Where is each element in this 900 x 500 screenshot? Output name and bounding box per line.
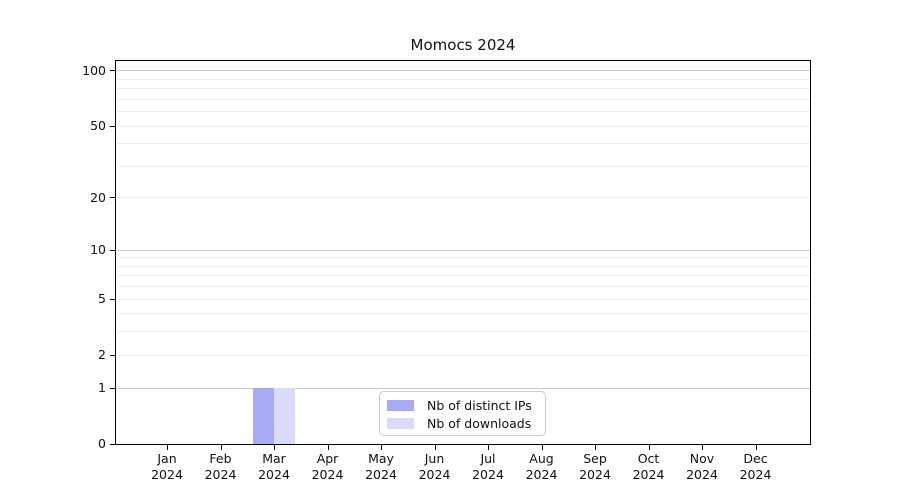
x-tick-label-year: 2024 [258,467,290,482]
x-tick-label-year: 2024 [311,467,344,482]
x-tick-mark [274,445,275,450]
y-tick-label: 5 [98,291,106,307]
x-tick-label: Nov 2024 [670,451,734,483]
x-tick-label: Aug 2024 [510,451,574,483]
gridline-minor [116,286,810,288]
gridline-minor [116,331,810,333]
legend-label-distinct-ips: Nb of distinct IPs [427,397,532,413]
legend-swatch-distinct-ips [387,399,414,411]
x-tick-label-year: 2024 [686,467,718,482]
x-tick-label-year: 2024 [204,467,237,482]
chart-title: Momocs 2024 [410,36,516,54]
y-tick-label: 1 [98,380,106,395]
x-tick-label-year: 2024 [525,467,558,482]
x-tick-label-year: 2024 [418,467,451,482]
y-tick-label: 0 [98,436,106,451]
x-tick-label-month: Oct [637,451,660,466]
y-tick-label: 20 [90,189,106,205]
y-tick-label: 10 [90,242,106,258]
gridline-major [116,387,810,389]
x-tick-label-month: Dec [743,451,768,466]
y-tick-mark [110,70,115,72]
x-tick-mark [220,445,222,450]
x-tick-label-month: Mar [262,451,286,466]
gridline-minor [116,275,810,277]
y-tick-mark [110,387,115,389]
x-tick-label: May 2024 [349,451,413,483]
y-tick-label: 2 [98,347,106,363]
x-tick-label: Jan 2024 [135,451,199,483]
legend-swatch-downloads [387,417,414,429]
x-tick-label: Dec 2024 [724,451,788,483]
gridline-minor [116,354,810,356]
x-tick-mark [702,445,703,450]
y-tick-label: 50 [90,118,106,134]
x-tick-label-month: Jul [480,451,496,466]
x-tick-mark [381,445,382,450]
x-tick-label-year: 2024 [365,467,397,482]
plot-area: Nb of distinct IPs Nb of downloads [115,60,811,445]
gridline-minor [116,88,810,90]
x-tick-label-month: Aug [529,451,554,466]
gridline-minor [116,78,810,80]
gridline-minor [116,98,810,100]
x-tick-mark [755,445,757,450]
x-tick-label-month: Nov [689,451,715,466]
x-tick-label-year: 2024 [632,467,665,482]
x-tick-label: Apr 2024 [296,451,360,483]
gridline-minor [116,265,810,267]
x-tick-label: Jun 2024 [403,451,467,483]
bar-distinct-ips [253,387,274,444]
gridline-major [116,70,810,72]
x-tick-label: Jul 2024 [456,451,520,483]
x-tick-mark [595,445,596,450]
gridline-minor [116,197,810,199]
gridline-minor [116,313,810,315]
y-tick-mark [110,298,115,300]
x-tick-mark [434,445,436,450]
x-tick-label: Oct 2024 [617,451,681,483]
y-tick-mark [110,197,115,199]
y-tick-mark [110,249,115,251]
x-tick-mark [167,445,168,450]
x-tick-mark [327,445,329,450]
x-tick-mark [541,445,543,450]
legend: Nb of distinct IPs Nb of downloads [379,391,546,436]
gridline-minor [116,257,810,259]
gridline-minor [116,111,810,113]
x-tick-label: Mar 2024 [242,451,306,483]
x-tick-mark [648,445,650,450]
x-tick-label-month: Feb [209,451,232,466]
legend-label-downloads: Nb of downloads [427,415,532,431]
gridline-minor [116,298,810,300]
y-tick-mark [110,443,115,445]
x-tick-label-year: 2024 [739,467,772,482]
gridline-minor [116,143,810,145]
x-tick-mark [488,445,489,450]
gridline-minor [116,125,810,127]
x-tick-label-month: May [368,451,394,466]
x-tick-label-month: Sep [583,451,607,466]
x-tick-label-month: Apr [316,451,339,466]
x-tick-label-month: Jan [157,451,177,466]
x-tick-label: Sep 2024 [563,451,627,483]
y-tick-mark [110,125,115,127]
x-tick-label-year: 2024 [579,467,611,482]
x-tick-label: Feb 2024 [189,451,253,483]
x-tick-label-year: 2024 [151,467,183,482]
gridline-minor [116,165,810,167]
legend-item-distinct-ips: Nb of distinct IPs [387,396,545,414]
x-tick-label-year: 2024 [472,467,504,482]
y-tick-label: 100 [82,62,106,78]
gridline-major [116,249,810,251]
y-tick-mark [110,354,115,356]
bar-downloads [274,387,295,444]
x-tick-label-month: Jun [424,451,445,466]
legend-item-downloads: Nb of downloads [387,414,545,432]
